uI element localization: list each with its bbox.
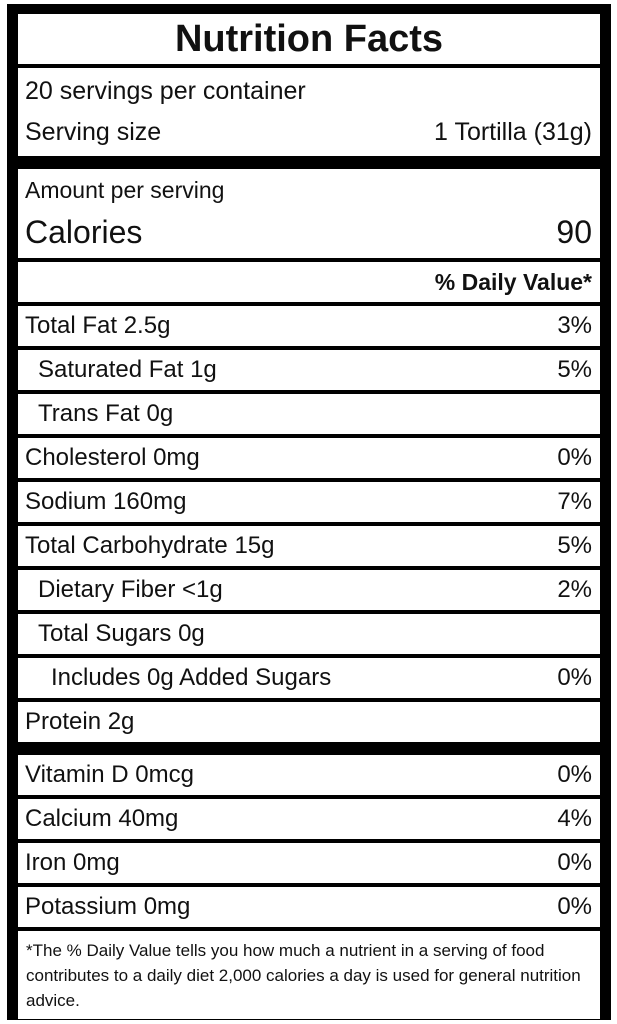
vitamin-name: Potassium 0mg xyxy=(25,893,191,920)
nutrient-row: Includes 0g Added Sugars 0% xyxy=(18,658,600,698)
calories-value: 90 xyxy=(556,214,592,250)
nutrient-daily-value: 5% xyxy=(557,532,592,559)
amount-per-serving: Amount per serving xyxy=(25,177,225,203)
label-title-box: Nutrition Facts xyxy=(18,14,600,64)
vitamin-name: Calcium 40mg xyxy=(25,805,179,832)
nutrient-row: Dietary Fiber <1g 2% xyxy=(18,570,600,610)
serving-size-value: 1 Tortilla (31g) xyxy=(434,118,592,146)
calories-box: Amount per serving Calories 90 xyxy=(18,169,600,258)
nutrient-name: Dietary Fiber <1g xyxy=(38,576,223,603)
daily-value-header: % Daily Value* xyxy=(434,268,592,295)
nutrient-row: Trans Fat 0g xyxy=(18,394,600,434)
vitamin-rows: Vitamin D 0mcg 0% Calcium 40mg 4% Iron 0… xyxy=(18,755,600,931)
nutrient-daily-value: 7% xyxy=(557,488,592,515)
nutrient-row: Total Sugars 0g xyxy=(18,614,600,654)
nutrient-daily-value: 2% xyxy=(557,576,592,603)
nutrient-row: Total Fat 2.5g 3% xyxy=(18,306,600,346)
vitamin-daily-value: 0% xyxy=(557,893,592,920)
nutrient-name: Total Fat 2.5g xyxy=(25,312,171,339)
servings-box: 20 servings per container Serving size 1… xyxy=(18,68,600,156)
nutrient-daily-value: 0% xyxy=(557,444,592,471)
serving-size-label: Serving size xyxy=(25,118,162,146)
nutrient-name: Sodium 160mg xyxy=(25,488,187,515)
nutrient-row: Protein 2g xyxy=(18,702,600,742)
vitamin-row: Vitamin D 0mcg 0% xyxy=(18,755,600,795)
nutrient-rows: Total Fat 2.5g 3% Saturated Fat 1g 5% Tr… xyxy=(18,306,600,755)
nutrient-row: Total Carbohydrate 15g 5% xyxy=(18,526,600,566)
label-title: Nutrition Facts xyxy=(174,17,444,60)
vitamin-daily-value: 0% xyxy=(557,849,592,876)
vitamin-row: Calcium 40mg 4% xyxy=(18,799,600,839)
servings-per-container: 20 servings per container xyxy=(25,77,306,105)
nutrient-daily-value: 5% xyxy=(557,356,592,383)
calories-line: Calories 90 xyxy=(25,212,592,252)
nutrient-daily-value: 0% xyxy=(557,664,592,691)
nutrient-row: Cholesterol 0mg 0% xyxy=(18,438,600,478)
footnote-text: *The % Daily Value tells you how much a … xyxy=(26,941,581,1010)
nutrient-name: Total Sugars 0g xyxy=(38,620,205,647)
nutrient-name: Trans Fat 0g xyxy=(38,400,174,427)
vitamin-row: Iron 0mg 0% xyxy=(18,843,600,883)
serving-size-line: Serving size 1 Tortilla (31g) xyxy=(25,114,592,151)
vitamin-row: Potassium 0mg 0% xyxy=(18,887,600,927)
daily-value-header-box: % Daily Value* xyxy=(18,262,600,302)
nutrient-name: Protein 2g xyxy=(25,708,135,735)
nutrient-name: Cholesterol 0mg xyxy=(25,444,200,471)
nutrient-name: Total Carbohydrate 15g xyxy=(25,532,275,559)
vitamin-daily-value: 0% xyxy=(557,761,592,788)
nutrient-row: Sodium 160mg 7% xyxy=(18,482,600,522)
nutrient-name: Includes 0g Added Sugars xyxy=(51,664,332,691)
nutrient-name: Saturated Fat 1g xyxy=(38,356,217,383)
calories-label: Calories xyxy=(25,214,143,250)
nutrient-row: Saturated Fat 1g 5% xyxy=(18,350,600,390)
nutrition-facts-label: Nutrition Facts 20 servings per containe… xyxy=(7,4,611,1020)
vitamin-name: Vitamin D 0mcg xyxy=(25,761,194,788)
footnote-box: *The % Daily Value tells you how much a … xyxy=(18,931,600,1019)
vitamin-daily-value: 4% xyxy=(557,805,592,832)
nutrient-daily-value: 3% xyxy=(557,312,592,339)
vitamin-name: Iron 0mg xyxy=(25,849,120,876)
